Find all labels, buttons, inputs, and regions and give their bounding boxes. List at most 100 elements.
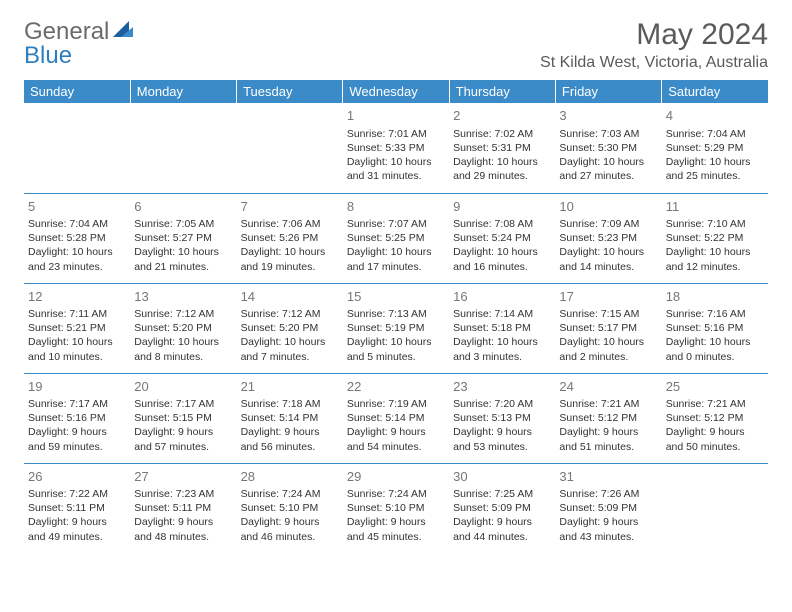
weekday-header: Saturday: [662, 80, 768, 103]
weekday-header: Thursday: [449, 80, 555, 103]
sunset-line: Sunset: 5:20 PM: [241, 321, 339, 335]
calendar-day-cell: 16Sunrise: 7:14 AMSunset: 5:18 PMDayligh…: [449, 283, 555, 373]
sunset-line: Sunset: 5:12 PM: [666, 411, 764, 425]
location: St Kilda West, Victoria, Australia: [540, 54, 768, 72]
sunrise-line: Sunrise: 7:12 AM: [241, 307, 339, 321]
sunset-line: Sunset: 5:18 PM: [453, 321, 551, 335]
calendar-day-cell: 2Sunrise: 7:02 AMSunset: 5:31 PMDaylight…: [449, 103, 555, 193]
sunset-line: Sunset: 5:29 PM: [666, 141, 764, 155]
calendar-day-cell: 15Sunrise: 7:13 AMSunset: 5:19 PMDayligh…: [343, 283, 449, 373]
day-number: 28: [241, 468, 339, 486]
day-number: 21: [241, 378, 339, 396]
daylight-line: Daylight: 10 hours and 25 minutes.: [666, 155, 764, 183]
calendar-body: 1Sunrise: 7:01 AMSunset: 5:33 PMDaylight…: [24, 103, 768, 553]
sunrise-line: Sunrise: 7:10 AM: [666, 217, 764, 231]
daylight-line: Daylight: 10 hours and 10 minutes.: [28, 335, 126, 363]
daylight-line: Daylight: 9 hours and 49 minutes.: [28, 515, 126, 543]
sunset-line: Sunset: 5:26 PM: [241, 231, 339, 245]
calendar-day-cell: 9Sunrise: 7:08 AMSunset: 5:24 PMDaylight…: [449, 193, 555, 283]
sunset-line: Sunset: 5:17 PM: [559, 321, 657, 335]
calendar-day-cell: 3Sunrise: 7:03 AMSunset: 5:30 PMDaylight…: [555, 103, 661, 193]
sunrise-line: Sunrise: 7:05 AM: [134, 217, 232, 231]
day-number: 9: [453, 198, 551, 216]
day-number: 20: [134, 378, 232, 396]
sunset-line: Sunset: 5:11 PM: [134, 501, 232, 515]
calendar-week-row: 12Sunrise: 7:11 AMSunset: 5:21 PMDayligh…: [24, 283, 768, 373]
sunrise-line: Sunrise: 7:17 AM: [28, 397, 126, 411]
calendar-day-cell: 5Sunrise: 7:04 AMSunset: 5:28 PMDaylight…: [24, 193, 130, 283]
day-number: 12: [28, 288, 126, 306]
calendar-day-cell: 19Sunrise: 7:17 AMSunset: 5:16 PMDayligh…: [24, 373, 130, 463]
calendar-header-row: SundayMondayTuesdayWednesdayThursdayFrid…: [24, 80, 768, 103]
sunrise-line: Sunrise: 7:07 AM: [347, 217, 445, 231]
daylight-line: Daylight: 9 hours and 48 minutes.: [134, 515, 232, 543]
calendar-day-cell: 18Sunrise: 7:16 AMSunset: 5:16 PMDayligh…: [662, 283, 768, 373]
weekday-header: Wednesday: [343, 80, 449, 103]
sunrise-line: Sunrise: 7:08 AM: [453, 217, 551, 231]
sunrise-line: Sunrise: 7:19 AM: [347, 397, 445, 411]
day-number: 1: [347, 107, 445, 125]
calendar-empty-cell: [130, 103, 236, 193]
calendar-day-cell: 29Sunrise: 7:24 AMSunset: 5:10 PMDayligh…: [343, 463, 449, 553]
calendar-day-cell: 26Sunrise: 7:22 AMSunset: 5:11 PMDayligh…: [24, 463, 130, 553]
sunrise-line: Sunrise: 7:24 AM: [241, 487, 339, 501]
daylight-line: Daylight: 9 hours and 56 minutes.: [241, 425, 339, 453]
calendar-day-cell: 13Sunrise: 7:12 AMSunset: 5:20 PMDayligh…: [130, 283, 236, 373]
sunset-line: Sunset: 5:27 PM: [134, 231, 232, 245]
weekday-header: Monday: [130, 80, 236, 103]
day-number: 13: [134, 288, 232, 306]
daylight-line: Daylight: 10 hours and 14 minutes.: [559, 245, 657, 273]
day-number: 29: [347, 468, 445, 486]
sunset-line: Sunset: 5:09 PM: [453, 501, 551, 515]
daylight-line: Daylight: 10 hours and 8 minutes.: [134, 335, 232, 363]
day-number: 19: [28, 378, 126, 396]
calendar-day-cell: 23Sunrise: 7:20 AMSunset: 5:13 PMDayligh…: [449, 373, 555, 463]
day-number: 16: [453, 288, 551, 306]
sunrise-line: Sunrise: 7:21 AM: [666, 397, 764, 411]
daylight-line: Daylight: 9 hours and 43 minutes.: [559, 515, 657, 543]
sunrise-line: Sunrise: 7:15 AM: [559, 307, 657, 321]
month-title: May 2024: [540, 18, 768, 52]
sunset-line: Sunset: 5:09 PM: [559, 501, 657, 515]
calendar-day-cell: 4Sunrise: 7:04 AMSunset: 5:29 PMDaylight…: [662, 103, 768, 193]
daylight-line: Daylight: 10 hours and 21 minutes.: [134, 245, 232, 273]
calendar-week-row: 5Sunrise: 7:04 AMSunset: 5:28 PMDaylight…: [24, 193, 768, 283]
sunrise-line: Sunrise: 7:21 AM: [559, 397, 657, 411]
day-number: 27: [134, 468, 232, 486]
sunrise-line: Sunrise: 7:09 AM: [559, 217, 657, 231]
day-number: 22: [347, 378, 445, 396]
sunrise-line: Sunrise: 7:11 AM: [28, 307, 126, 321]
logo-text-blue: Blue: [24, 42, 72, 70]
day-number: 25: [666, 378, 764, 396]
sunset-line: Sunset: 5:16 PM: [28, 411, 126, 425]
daylight-line: Daylight: 10 hours and 29 minutes.: [453, 155, 551, 183]
daylight-line: Daylight: 10 hours and 5 minutes.: [347, 335, 445, 363]
sunrise-line: Sunrise: 7:04 AM: [666, 127, 764, 141]
day-number: 10: [559, 198, 657, 216]
sunset-line: Sunset: 5:30 PM: [559, 141, 657, 155]
sunrise-line: Sunrise: 7:02 AM: [453, 127, 551, 141]
daylight-line: Daylight: 9 hours and 45 minutes.: [347, 515, 445, 543]
calendar-day-cell: 17Sunrise: 7:15 AMSunset: 5:17 PMDayligh…: [555, 283, 661, 373]
daylight-line: Daylight: 10 hours and 2 minutes.: [559, 335, 657, 363]
day-number: 26: [28, 468, 126, 486]
header: General May 2024 St Kilda West, Victoria…: [24, 18, 768, 72]
sunset-line: Sunset: 5:11 PM: [28, 501, 126, 515]
sunset-line: Sunset: 5:23 PM: [559, 231, 657, 245]
sunrise-line: Sunrise: 7:01 AM: [347, 127, 445, 141]
sunset-line: Sunset: 5:16 PM: [666, 321, 764, 335]
daylight-line: Daylight: 10 hours and 31 minutes.: [347, 155, 445, 183]
calendar-day-cell: 21Sunrise: 7:18 AMSunset: 5:14 PMDayligh…: [237, 373, 343, 463]
daylight-line: Daylight: 10 hours and 23 minutes.: [28, 245, 126, 273]
day-number: 17: [559, 288, 657, 306]
sunrise-line: Sunrise: 7:16 AM: [666, 307, 764, 321]
daylight-line: Daylight: 9 hours and 44 minutes.: [453, 515, 551, 543]
sunrise-line: Sunrise: 7:12 AM: [134, 307, 232, 321]
daylight-line: Daylight: 10 hours and 7 minutes.: [241, 335, 339, 363]
daylight-line: Daylight: 10 hours and 17 minutes.: [347, 245, 445, 273]
calendar-day-cell: 10Sunrise: 7:09 AMSunset: 5:23 PMDayligh…: [555, 193, 661, 283]
daylight-line: Daylight: 9 hours and 57 minutes.: [134, 425, 232, 453]
sunrise-line: Sunrise: 7:24 AM: [347, 487, 445, 501]
sunset-line: Sunset: 5:22 PM: [666, 231, 764, 245]
sunset-line: Sunset: 5:24 PM: [453, 231, 551, 245]
